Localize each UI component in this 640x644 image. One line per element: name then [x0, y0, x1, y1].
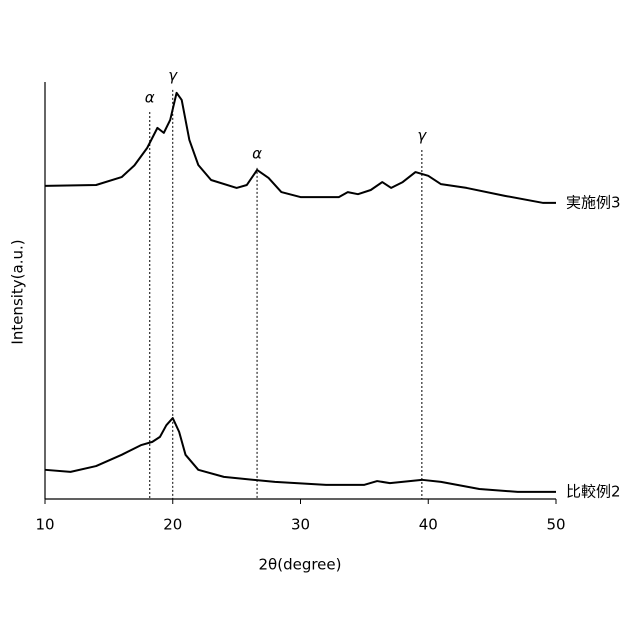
annotation-label: γ: [417, 126, 427, 144]
chart: 2θ(degree) Intensity(a.u.) 1020304050αγα…: [0, 0, 640, 640]
series-label: 比較例2: [566, 482, 621, 500]
x-tick-label: 30: [291, 516, 310, 534]
series-label: 実施例3: [566, 193, 621, 211]
x-axis-label: 2θ(degree): [259, 556, 342, 574]
x-tick-label: 50: [546, 516, 565, 534]
y-axis-label: Intensity(a.u.): [9, 239, 27, 344]
series-line: [45, 93, 556, 203]
x-tick-label: 10: [35, 516, 54, 534]
series-line: [45, 418, 556, 492]
annotation-label: γ: [168, 66, 178, 84]
annotation-label: α: [145, 89, 155, 107]
x-tick-label: 40: [419, 516, 438, 534]
x-tick-label: 20: [163, 516, 182, 534]
annotation-label: α: [252, 144, 262, 162]
